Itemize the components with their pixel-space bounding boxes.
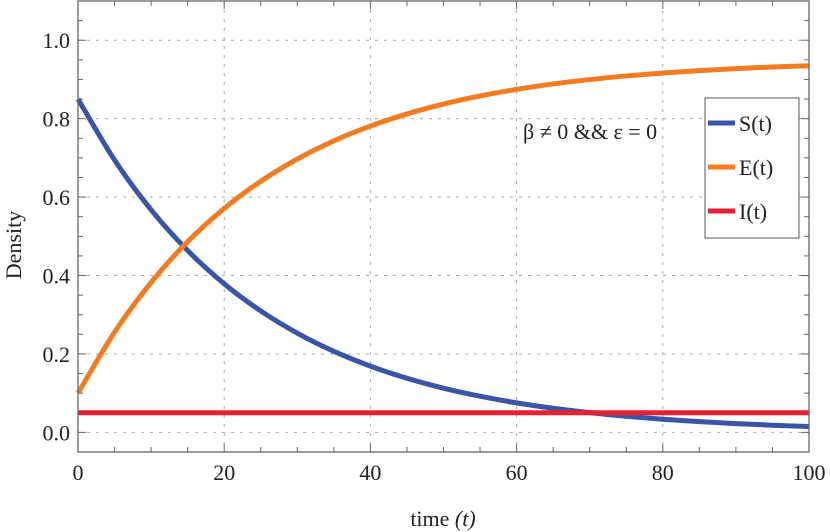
y-tick-label: 0.2 <box>43 342 71 367</box>
plot-frame <box>77 0 810 453</box>
y-tick-label: 0.8 <box>43 107 71 132</box>
grid <box>78 1 809 452</box>
y-axis-label: Density <box>1 211 26 279</box>
x-axis-label-var: (t) <box>455 506 476 531</box>
legend-label: I(t) <box>739 199 767 224</box>
x-tick-label: 60 <box>506 460 528 485</box>
annotation: β ≠ 0 && ε = 0 <box>523 119 657 144</box>
tick-labels: 0 20 40 60 80 100 0.0 0.2 0.4 0.6 0.8 1.0 <box>43 28 826 485</box>
y-tick-label: 0.6 <box>43 185 71 210</box>
x-tick-label: 80 <box>652 460 674 485</box>
series-line-e <box>75 63 810 395</box>
x-axis-label: time (t) <box>410 506 475 531</box>
y-tick-label: 0.0 <box>43 420 71 445</box>
x-axis-label-text: time <box>410 506 449 531</box>
y-tick-label: 1.0 <box>43 28 71 53</box>
ticks <box>77 0 810 453</box>
series-line-s <box>75 97 810 430</box>
y-tick-label: 0.4 <box>43 264 71 289</box>
legend-label: E(t) <box>739 155 773 180</box>
x-tick-label: 40 <box>359 460 381 485</box>
x-tick-label: 20 <box>213 460 235 485</box>
legend-label: S(t) <box>739 111 772 136</box>
x-tick-label: 100 <box>793 460 826 485</box>
legend: S(t) E(t) I(t) <box>704 97 800 239</box>
series-lines <box>75 63 810 430</box>
x-tick-label: 0 <box>73 460 84 485</box>
